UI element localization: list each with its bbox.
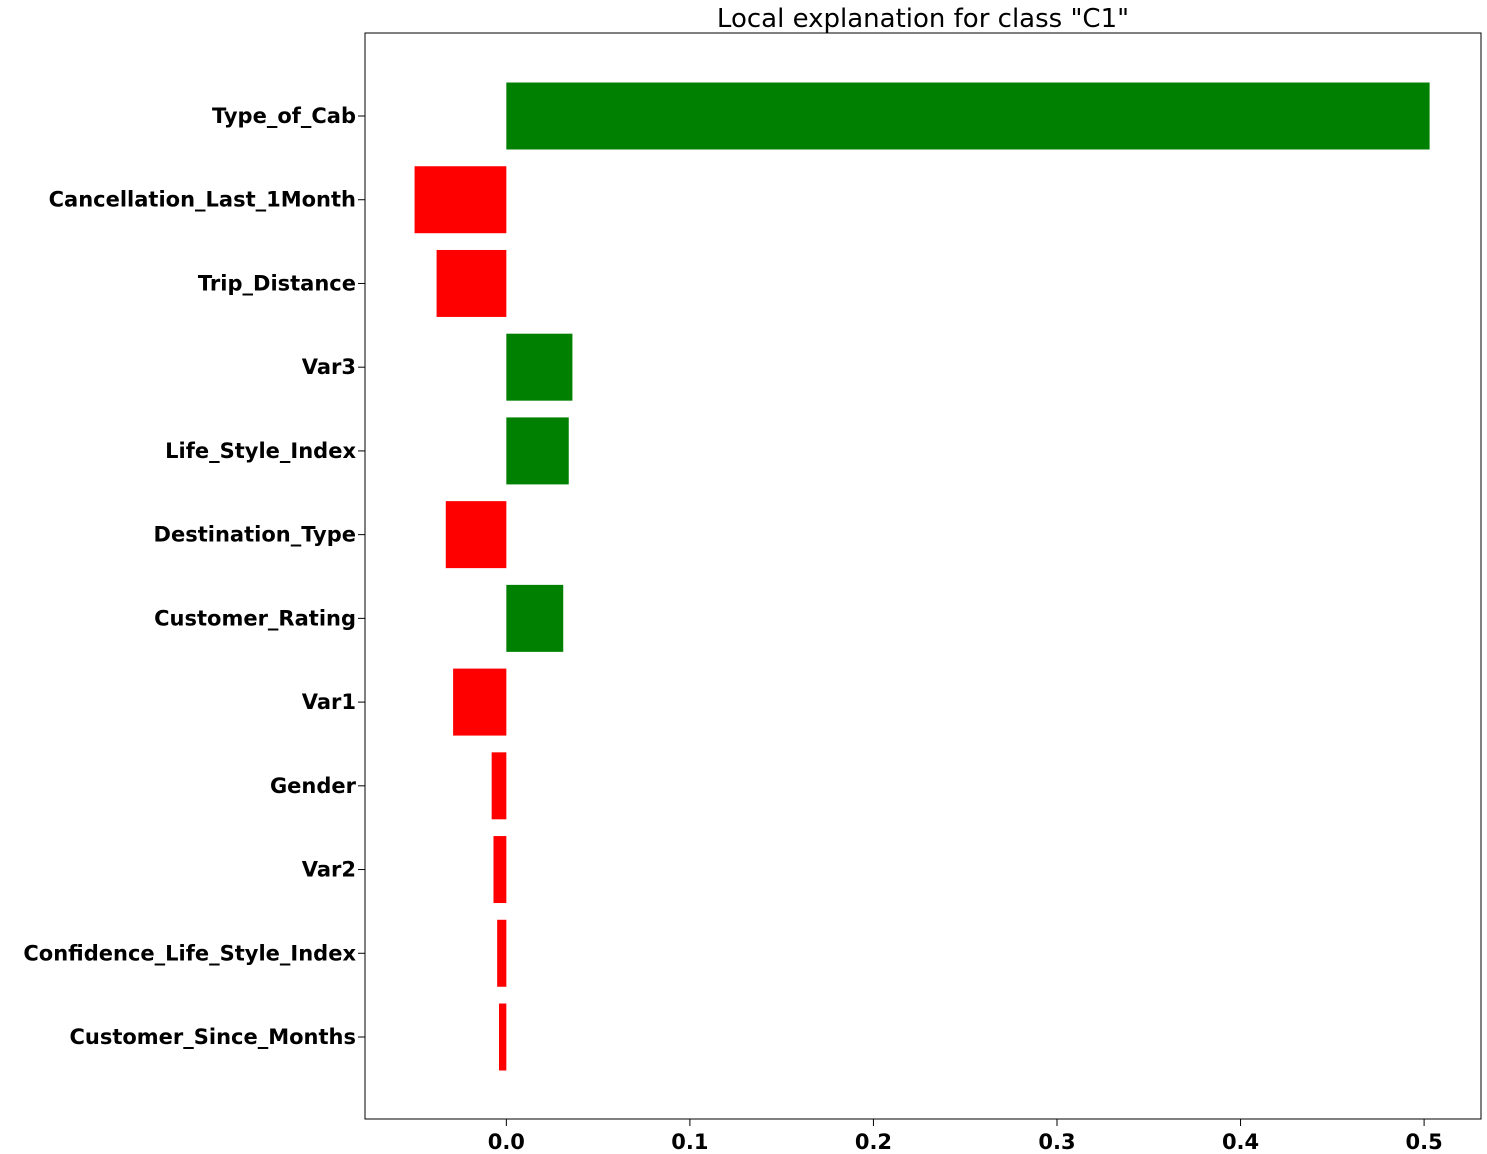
bar-var1 [453, 668, 507, 736]
y-tick-label: Customer_Since_Months [69, 1025, 356, 1049]
y-tick-label: Cancellation_Last_1Month [49, 188, 356, 212]
bar-trip-distance [436, 249, 507, 317]
plot-frame [364, 32, 1482, 1120]
bar-cancellation-last-1month [414, 166, 507, 234]
chart-title: Local explanation for class "C1" [717, 4, 1129, 34]
bar-confidence-life-style-index [497, 919, 507, 987]
bar-life-style-index [506, 417, 569, 485]
x-tick-label: 0.4 [1222, 1130, 1259, 1154]
y-ticks-group: Type_of_Cab Cancellation_Last_1Month Trip_… [23, 104, 365, 1049]
x-tick-label: 0.1 [671, 1130, 708, 1154]
bar-customer-rating [506, 584, 564, 652]
bar-gender [491, 752, 507, 820]
x-tick-label: 0.2 [855, 1130, 892, 1154]
bar-destination-type [445, 501, 507, 569]
y-tick-label: Var2 [302, 858, 356, 882]
y-tick-label: Destination_Type [154, 523, 356, 547]
y-tick-label: Var1 [302, 690, 356, 714]
bar-var2 [493, 836, 507, 904]
x-tick-label: 0.3 [1038, 1130, 1075, 1154]
y-tick-label: Customer_Rating [154, 606, 356, 630]
y-tick-label: Confidence_Life_Style_Index [23, 941, 356, 965]
y-tick-label: Gender [270, 774, 357, 798]
bar-var3 [506, 333, 573, 401]
y-tick-label: Var3 [302, 355, 356, 379]
x-ticks-group: 0.0 0.1 0.2 0.3 0.4 0.5 [488, 1119, 1443, 1154]
y-tick-label: Type_of_Cab [212, 104, 356, 128]
y-tick-label: Life_Style_Index [165, 439, 356, 463]
x-tick-label: 0.0 [488, 1130, 525, 1154]
x-tick-label: 0.5 [1405, 1130, 1442, 1154]
y-tick-label: Trip_Distance [198, 271, 356, 295]
bar-type-of-cab [506, 82, 1430, 150]
bars-group [414, 82, 1430, 1071]
bar-customer-since-months [498, 1003, 507, 1071]
